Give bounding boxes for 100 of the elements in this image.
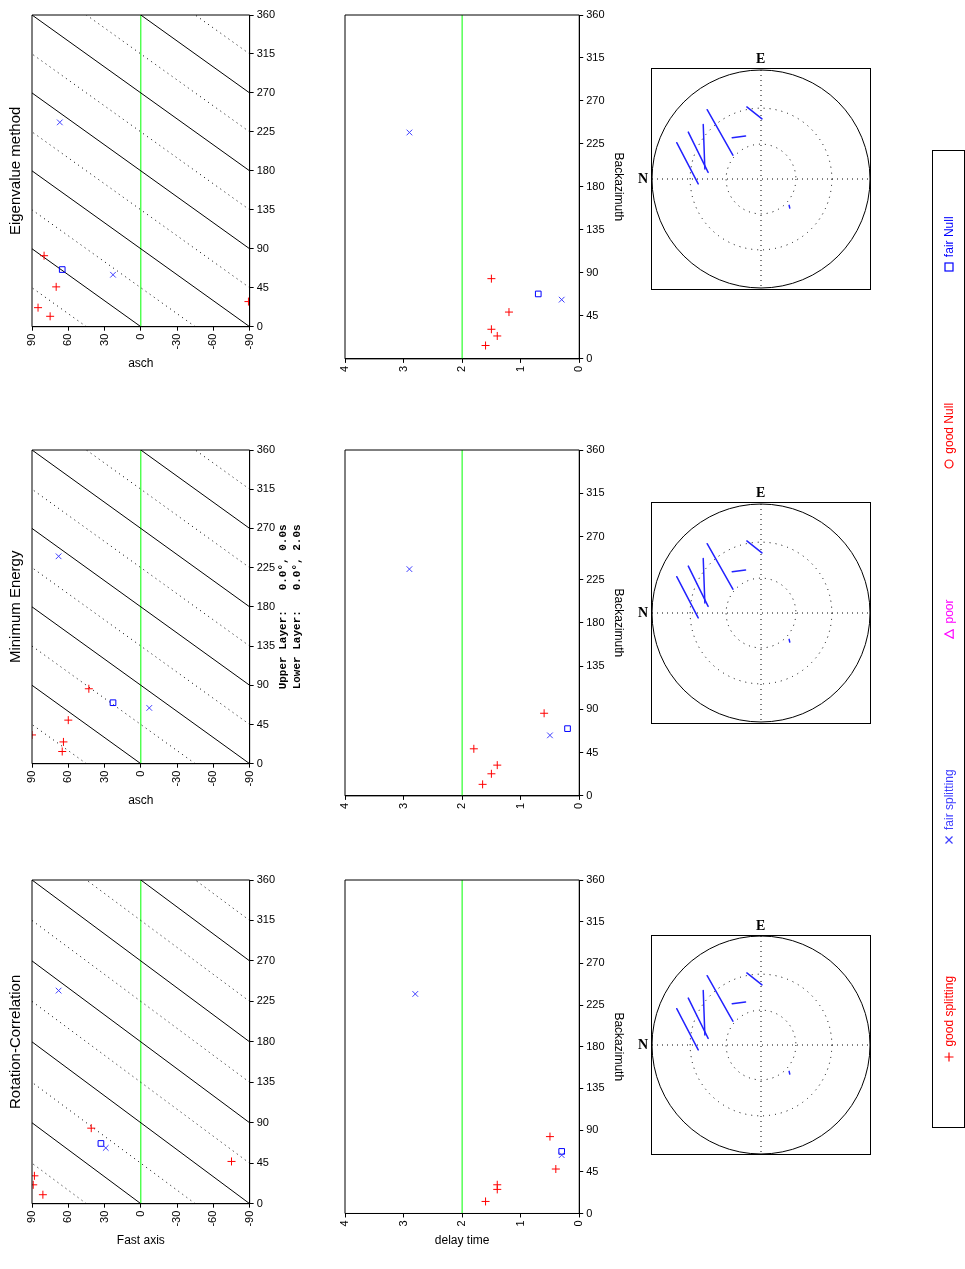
- text: E: [756, 485, 766, 500]
- x-tick-label: 1: [513, 1220, 526, 1227]
- y-tick-label: 315: [586, 914, 605, 927]
- text: Eigenvalue method: [6, 106, 24, 236]
- y-axis-title: Backazimuth: [612, 588, 627, 658]
- point: [109, 271, 117, 279]
- y-tick-label: 45: [586, 308, 599, 321]
- text: N: [638, 171, 649, 186]
- y-tick-label: 225: [256, 124, 276, 137]
- x-axis-title: delay time: [434, 1233, 490, 1248]
- y-tick-label: 135: [586, 222, 605, 235]
- y-tick-label: 225: [256, 560, 276, 573]
- point: [486, 274, 496, 284]
- point: [84, 684, 94, 694]
- point: [227, 1156, 237, 1166]
- point: [534, 290, 542, 298]
- legend-label: good Null: [941, 402, 956, 454]
- point: [97, 1140, 105, 1147]
- y-tick-label: 90: [256, 241, 269, 254]
- y-axis-title: Backazimuth: [612, 152, 627, 222]
- x-tick-label: 4: [338, 802, 351, 810]
- x-tick-label: 2: [455, 802, 468, 810]
- point: [504, 307, 514, 317]
- y-tick-label: 315: [256, 482, 276, 495]
- text: N: [638, 605, 649, 620]
- x-tick-label: 4: [338, 1220, 351, 1227]
- point: [145, 704, 153, 712]
- point: [58, 737, 68, 747]
- y-tick-label: 45: [586, 745, 599, 758]
- point: [558, 296, 566, 303]
- point: [551, 1164, 561, 1174]
- y-tick-label: 360: [256, 873, 276, 886]
- point: [57, 747, 67, 756]
- y-tick-label: 0: [586, 351, 593, 364]
- legend-label: poor: [941, 599, 956, 624]
- point: [102, 1144, 110, 1152]
- point: [564, 725, 571, 732]
- point: [546, 732, 554, 739]
- text: fair Null: [941, 216, 956, 258]
- x-tick-label: 1: [513, 365, 526, 373]
- y-tick-label: 0: [256, 1196, 263, 1209]
- y-tick-label: 135: [586, 1081, 605, 1094]
- x-tick-label: 30: [97, 1210, 110, 1223]
- y-tick-label: 270: [586, 529, 605, 542]
- y-tick-label: 360: [256, 443, 276, 456]
- y-tick-label: 180: [256, 1034, 276, 1047]
- x-tick-label: 0: [572, 802, 585, 810]
- x-tick-label: 2: [455, 365, 468, 373]
- y-tick-label: 225: [586, 998, 605, 1011]
- point: [38, 1190, 48, 1200]
- y-tick-label: 45: [256, 1156, 269, 1169]
- y-tick-label: 135: [256, 1075, 276, 1088]
- point: [492, 331, 502, 341]
- point: [55, 552, 62, 560]
- y-tick-label: 135: [256, 639, 276, 652]
- x-tick-label: 30: [97, 333, 110, 346]
- point: [478, 779, 488, 789]
- y-tick-label: 90: [586, 702, 599, 715]
- point: [86, 1123, 96, 1133]
- y-tick-label: 135: [586, 659, 605, 672]
- x-tick-label: 4: [338, 365, 351, 373]
- point: [56, 119, 64, 126]
- x-tick-label: -30: [170, 333, 183, 350]
- x-tick-label: -90: [242, 1210, 255, 1227]
- x-tick-label: 90: [25, 770, 38, 783]
- text: E: [756, 918, 766, 933]
- x-tick-label: 0: [133, 770, 146, 777]
- x-tick-label: -60: [206, 770, 219, 787]
- y-tick-label: 45: [586, 1164, 599, 1177]
- x-tick-label: 0: [572, 1220, 585, 1227]
- x-tick-label: 60: [61, 770, 74, 783]
- x-tick-label: 3: [396, 1220, 409, 1227]
- text: good splitting: [941, 975, 956, 1047]
- x-tick-label: -60: [206, 1210, 219, 1227]
- point: [492, 1180, 502, 1190]
- point: [63, 715, 73, 725]
- y-tick-label: 270: [586, 94, 605, 106]
- point: [33, 303, 43, 313]
- x-axis-title: asch: [128, 793, 154, 808]
- y-tick-label: 0: [256, 319, 263, 332]
- point: [55, 987, 62, 994]
- point: [411, 990, 419, 998]
- point: [481, 1196, 491, 1206]
- y-tick-label: 225: [586, 136, 605, 149]
- y-tick-label: 135: [256, 202, 276, 215]
- y-tick-label: 315: [586, 486, 605, 499]
- x-tick-label: 0: [133, 333, 146, 340]
- y-tick-label: 270: [586, 956, 605, 969]
- y-tick-label: 270: [256, 85, 276, 98]
- y-tick-label: 45: [256, 717, 269, 730]
- x-tick-label: 2: [455, 1220, 468, 1227]
- point: [545, 1132, 555, 1142]
- text: Minimum Energy: [6, 550, 24, 664]
- point: [481, 341, 491, 351]
- y-tick-label: 360: [586, 8, 605, 21]
- x-tick-label: 0: [572, 365, 585, 373]
- y-tick-label: 180: [586, 1039, 605, 1052]
- point: [558, 1148, 566, 1155]
- x-tick-label: -90: [242, 333, 255, 350]
- point: [406, 565, 413, 573]
